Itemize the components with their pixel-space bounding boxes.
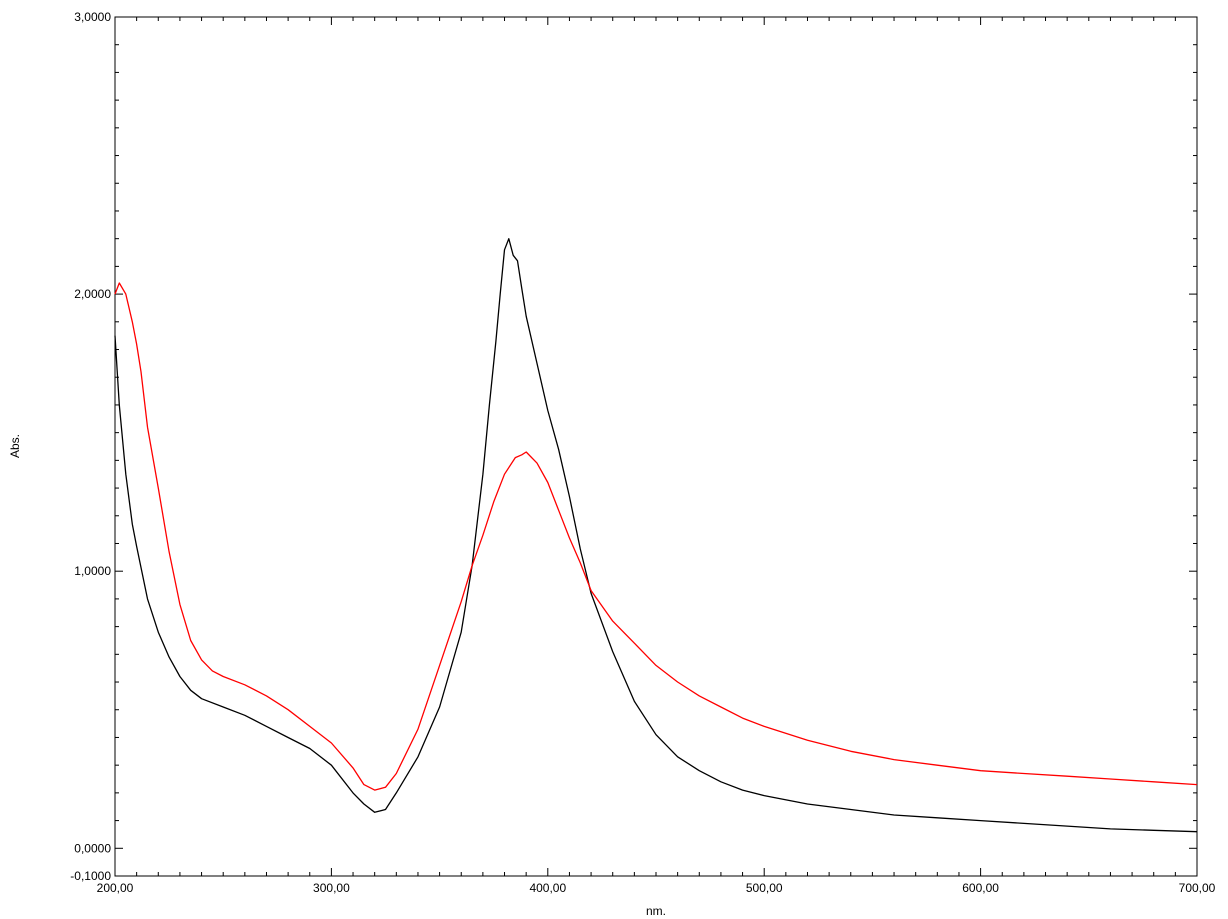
y-tick-labels: -0,1000 0,0000 1,0000 2,0000 3,0000 [70,10,111,883]
x-tick-label: 200,00 [97,881,134,895]
plot-frame [114,16,1198,877]
y-tick-label: 0,0000 [74,841,111,855]
y-tick-label: 1,0000 [74,564,111,578]
x-axis-title: nm. [646,904,666,918]
series-line-2 [114,282,1198,791]
series-line-1 [114,238,1198,833]
x-tick-labels: 200,00 300,00 400,00 500,00 600,00 700,00 [97,881,1216,895]
axis-ticks [114,16,1198,877]
x-tick-label: 700,00 [1179,881,1216,895]
y-axis-title: Abs. [8,434,22,458]
x-tick-label: 300,00 [313,881,350,895]
y-tick-label: 3,0000 [74,10,111,24]
x-tick-label: 500,00 [746,881,783,895]
x-tick-label: 400,00 [529,881,566,895]
series-layer [114,238,1198,833]
x-tick-label: 600,00 [962,881,999,895]
y-tick-label: -0,1000 [70,869,111,883]
y-tick-label: 2,0000 [74,287,111,301]
